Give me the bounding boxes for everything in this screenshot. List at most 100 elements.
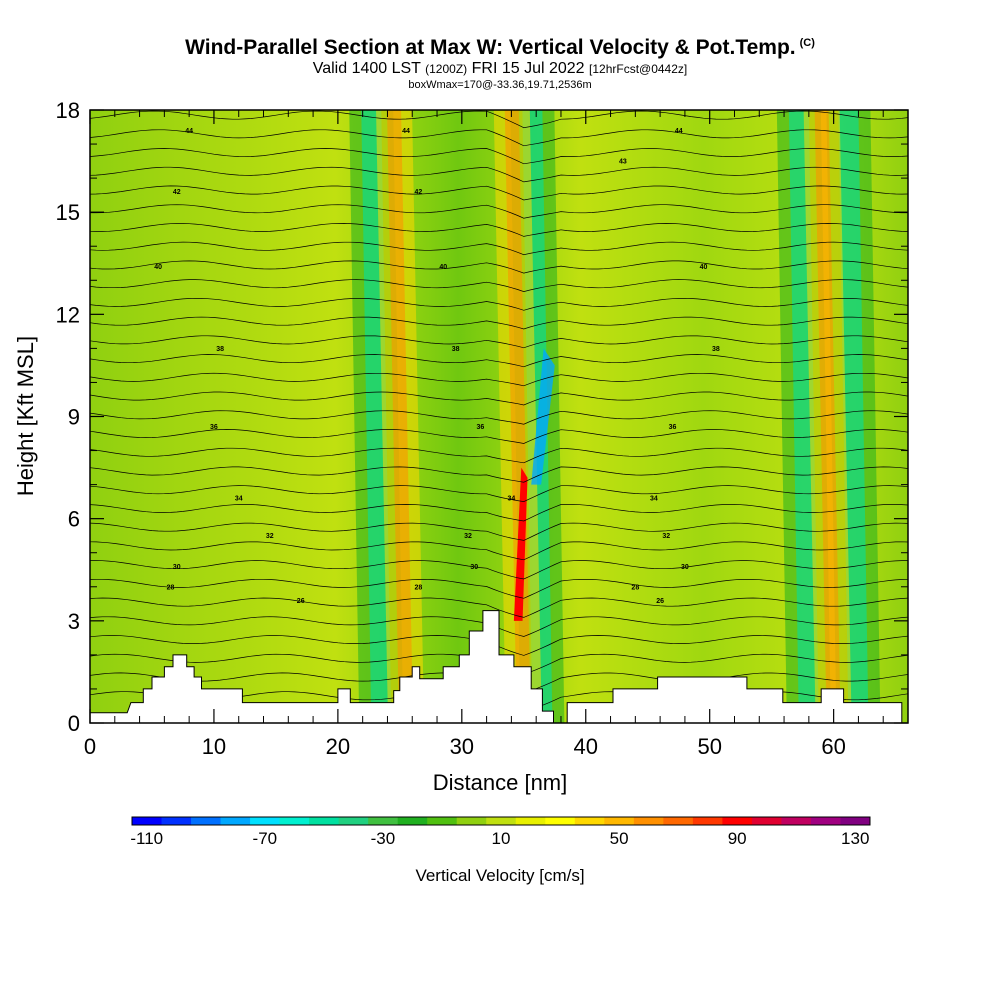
- x-tick-label: 10: [202, 734, 226, 759]
- isentrope-label: 36: [210, 424, 218, 431]
- isentrope-label: 38: [712, 346, 720, 353]
- y-axis-label: Height [Kft MSL]: [13, 336, 38, 496]
- colorbar-tick-label: 130: [841, 829, 869, 848]
- forecast-info: [12hrFcst@0442z]: [589, 62, 688, 76]
- isentrope-line: [90, 279, 908, 292]
- colorbar-swatch: [368, 817, 399, 825]
- isentrope-line: [90, 466, 908, 483]
- isentrope-line: [90, 447, 908, 464]
- isentrope-line: [90, 204, 908, 219]
- y-tick-label: 0: [68, 711, 80, 736]
- isentrope-label: 42: [173, 189, 181, 196]
- y-tick-label: 9: [68, 405, 80, 430]
- updraft-band-inner: [814, 110, 841, 723]
- colorbar-tick-label: 90: [728, 829, 747, 848]
- isentrope-label: 28: [167, 584, 175, 591]
- velocity-bands: [349, 110, 881, 723]
- isentrope-label: 40: [154, 264, 162, 271]
- isentrope-line: [90, 148, 908, 165]
- isentrope-line: [90, 429, 908, 444]
- x-tick-label: 50: [697, 734, 721, 759]
- colorbar-swatch: [427, 817, 458, 825]
- isentrope-label: 44: [402, 128, 410, 135]
- colorbar-swatch: [604, 817, 635, 825]
- y-tick-label: 12: [56, 302, 80, 327]
- isentrope-line: [90, 541, 908, 561]
- isentrope-line: [90, 597, 908, 618]
- isentrope-label: 38: [452, 346, 460, 353]
- colorbar-swatch: [338, 817, 369, 825]
- colorbar-swatch: [692, 817, 723, 825]
- valid-utc: (1200Z): [425, 62, 468, 76]
- isentrope-label: 34: [507, 496, 515, 503]
- chart-title: Wind-Parallel Section at Max W: Vertical…: [0, 36, 1000, 60]
- colorbar-swatch: [220, 817, 251, 825]
- isentrope-label: 28: [415, 584, 423, 591]
- valid-time-line: Valid 1400 LST (1200Z) FRI 15 Jul 2022 […: [0, 60, 1000, 78]
- colorbar-swatch: [250, 817, 281, 825]
- isentrope-label: 34: [650, 496, 658, 503]
- max-updraft-core: [513, 467, 528, 621]
- colorbar-tick-label: -70: [253, 829, 278, 848]
- colorbar-tick-label: -110: [130, 829, 163, 848]
- isentrope-label: 40: [439, 264, 447, 271]
- colorbar-swatch: [456, 817, 487, 825]
- copyright-mark: (C): [799, 37, 815, 49]
- isentrope-line: [90, 129, 908, 147]
- isentrope-line: [90, 391, 908, 406]
- x-tick-label: 20: [326, 734, 350, 759]
- isentrope-label: 28: [631, 584, 639, 591]
- x-tick-label: 40: [574, 734, 598, 759]
- colorbar-swatch: [633, 817, 664, 825]
- isentrope-label: 26: [297, 598, 305, 605]
- isentrope-line: [90, 354, 908, 368]
- colorbar-swatch: [781, 817, 812, 825]
- isentrope-line: [90, 241, 908, 256]
- isentrope-line: [90, 504, 908, 522]
- isentrope-label: 40: [700, 264, 708, 271]
- x-axis-label: Distance [nm]: [433, 770, 568, 795]
- isentrope-label: 44: [185, 128, 193, 135]
- colorbar-swatch: [663, 817, 694, 825]
- isentrope-line: [90, 297, 908, 311]
- colorbar-swatch: [722, 817, 753, 825]
- isentrope-label: 42: [415, 189, 423, 196]
- colorbar-swatch: [309, 817, 340, 825]
- isentrope-label: 30: [681, 564, 689, 571]
- isentrope-line: [90, 578, 908, 599]
- plot-area: [90, 110, 908, 723]
- isentrope-line: [90, 560, 908, 580]
- isentrope-line: [90, 335, 908, 349]
- title-main: Wind-Parallel Section at Max W: Vertical…: [185, 36, 796, 59]
- isentrope-label: 38: [216, 346, 224, 353]
- colorbar-swatch: [397, 817, 428, 825]
- isentrope-label: 34: [235, 496, 243, 503]
- isentrope-label: 36: [477, 424, 485, 431]
- isentrope-label: 32: [464, 533, 472, 540]
- y-tick-label: 6: [68, 507, 80, 532]
- colorbar-frame: [131, 816, 871, 826]
- isentrope-label: 32: [266, 533, 274, 540]
- isentrope-line: [90, 410, 908, 425]
- valid-prefix: Valid 1400 LST: [312, 60, 421, 77]
- valid-date: FRI 15 Jul 2022: [471, 60, 585, 77]
- colorbar-tick-label: -30: [371, 829, 396, 848]
- isentrope-line: [90, 485, 908, 502]
- isentrope-line: [90, 372, 908, 387]
- isentrope-label: 44: [675, 128, 683, 135]
- terrain: [90, 610, 908, 723]
- isentrope-labels: 44 44 44 43 42 42 40 40 40 38 38 38 36 36 36 34 34 34 32 32…: [154, 128, 720, 605]
- isentrope-label: 32: [662, 533, 670, 540]
- isentrope-line: [90, 223, 908, 237]
- colorbar-swatch: [545, 817, 576, 825]
- colorbar-tick-label: 10: [492, 829, 511, 848]
- isentrope-line: [90, 522, 908, 541]
- colorbar-swatch: [840, 817, 871, 825]
- colorbar-label: Vertical Velocity [cm/s]: [415, 866, 584, 885]
- x-tick-label: 60: [821, 734, 845, 759]
- box-info: boxWmax=170@-33.36,19.71,2536m: [408, 79, 592, 91]
- colorbar-swatch: [191, 817, 222, 825]
- x-tick-label: 0: [84, 734, 96, 759]
